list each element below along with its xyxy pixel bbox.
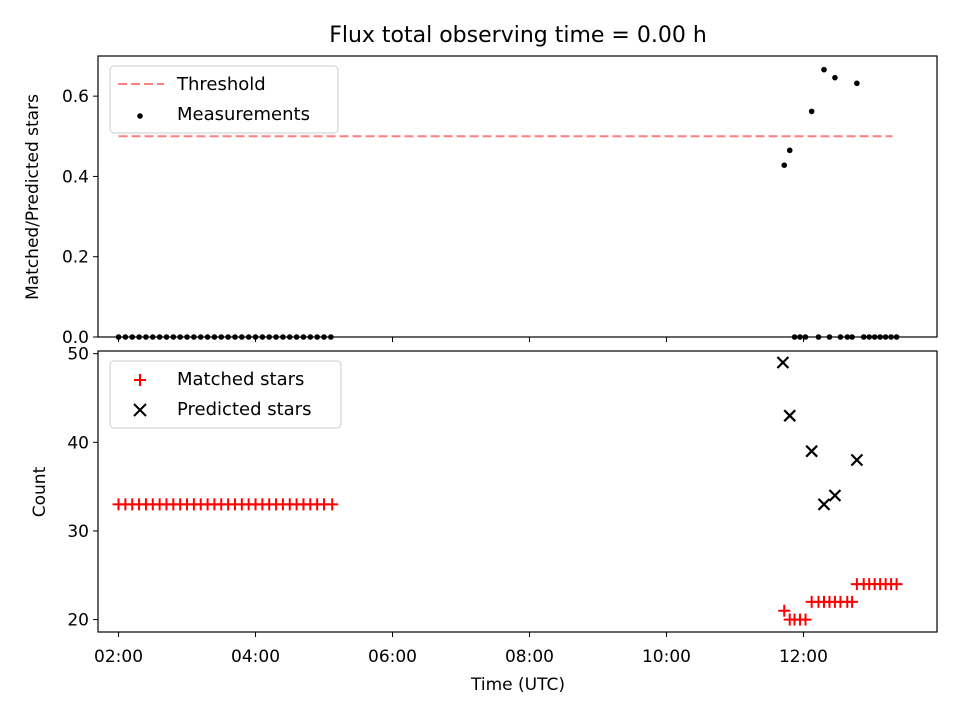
top-y-tick-label-0: 0.0 (62, 328, 89, 348)
predicted-point-0 (776, 356, 790, 369)
bottom-y-tick-label-0: 20 (67, 611, 89, 631)
chart-title: Flux total observing time = 0.00 h (329, 23, 707, 48)
matched-point-44 (846, 595, 859, 608)
predicted-legend-label: Predicted stars (177, 399, 311, 420)
measurement-point-37 (808, 108, 815, 115)
x-tick-label-1: 04:00 (231, 647, 280, 667)
x-tick-label-2: 06:00 (368, 647, 417, 667)
measurement-point-45 (854, 80, 860, 87)
bottom-series (112, 356, 903, 626)
top-y-tick-label-3: 0.6 (62, 87, 89, 107)
matched-point-31 (326, 498, 339, 511)
bottom-y-tick-label-1: 30 (67, 522, 89, 542)
top-y-tick-label-1: 0.2 (62, 248, 89, 268)
predicted-point-1 (783, 409, 797, 422)
measurement-point-39 (821, 66, 827, 73)
bottom-y-ticks: 20 30 40 50 (67, 345, 98, 631)
top-legend: Threshold Measurements (109, 65, 339, 134)
predicted-point-2 (805, 444, 818, 458)
bottom-y-axis-label: Count (30, 466, 50, 517)
bottom-axes-frame (97, 350, 938, 633)
threshold-legend-label: Threshold (176, 74, 266, 95)
top-axes-frame (97, 55, 938, 338)
top-y-ticks: 0.0 0.2 0.4 0.6 (62, 87, 98, 348)
matched-legend-marker (134, 374, 146, 386)
measurements-legend-label: Measurements (177, 104, 310, 125)
top-axes: 0.0 0.2 0.4 0.6 Matched/Predicted stars Thr… (23, 55, 938, 348)
predicted-point-5 (850, 453, 864, 467)
bottom-legend: Matched stars Predicted stars (109, 360, 342, 429)
bottom-y-tick-label-2: 40 (67, 433, 89, 453)
matched-point-36 (799, 613, 812, 626)
x-axis-label: Time (UTC) (470, 675, 565, 695)
x-tick-label-4: 10:00 (642, 647, 691, 667)
predicted-point-4 (828, 489, 842, 502)
measurements-legend-marker (137, 113, 143, 119)
measurement-point-32 (781, 162, 788, 168)
matched-point-32 (778, 604, 791, 617)
measurement-point-33 (786, 147, 793, 154)
predicted-point-3 (817, 498, 831, 511)
top-y-tick-label-2: 0.4 (62, 167, 89, 187)
top-x-ticks (118, 337, 804, 342)
top-legend-box (109, 65, 339, 134)
bottom-y-tick-label-3: 50 (67, 345, 89, 365)
x-tick-label-5: 12:00 (779, 647, 828, 667)
x-tick-label-0: 02:00 (94, 647, 143, 667)
x-tick-label-3: 08:00 (505, 647, 554, 667)
top-y-axis-label: Matched/Predicted stars (23, 94, 43, 300)
matched-point-52 (890, 578, 903, 591)
predicted-legend-marker (133, 403, 147, 417)
bottom-x-ticks: 02:00 04:00 06:00 08:00 10:00 12:00 (94, 632, 828, 667)
measurement-point-41 (832, 74, 838, 81)
bottom-legend-box (109, 360, 342, 429)
matched-legend-label: Matched stars (177, 369, 304, 390)
